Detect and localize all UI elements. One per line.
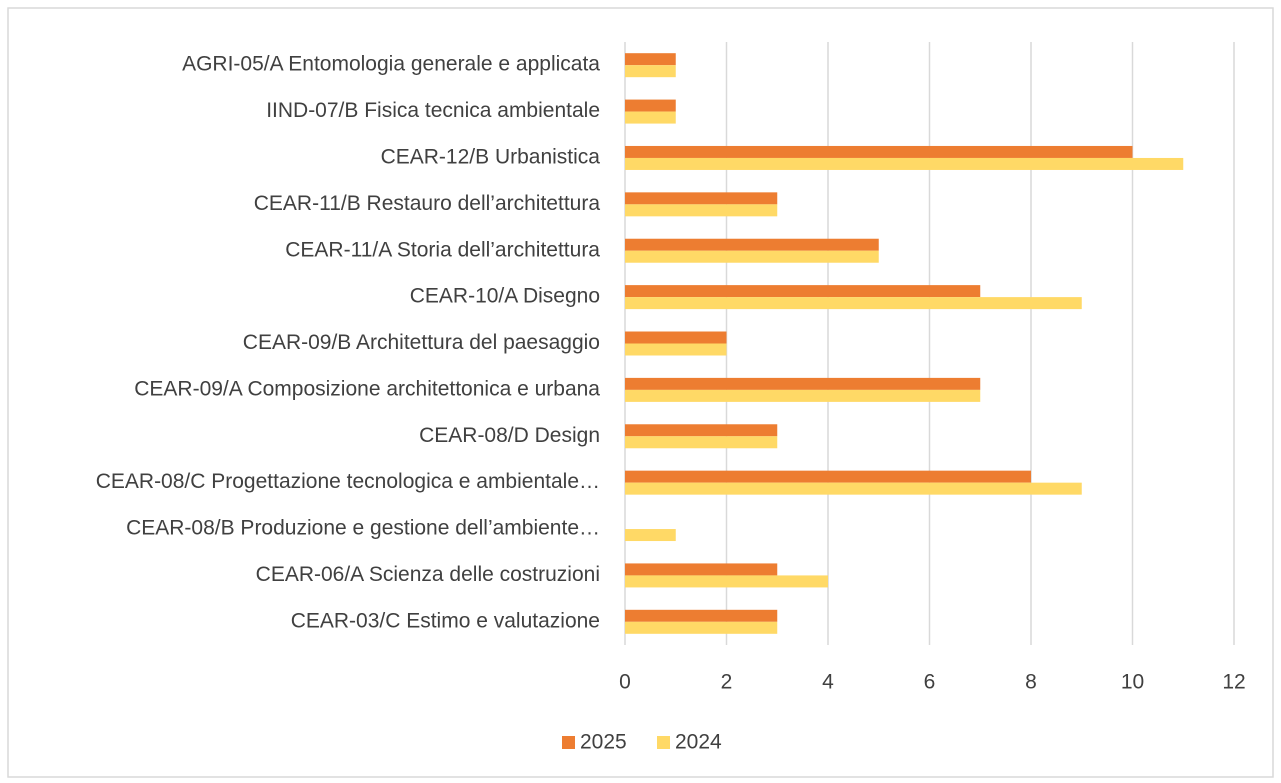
legend-label: 2024 bbox=[675, 731, 722, 754]
x-tick-label: 0 bbox=[619, 671, 631, 694]
y-tick-label: CEAR-06/A Scienza delle costruzioni bbox=[256, 563, 600, 586]
y-tick-label: IIND-07/B Fisica tecnica ambientale bbox=[266, 99, 600, 122]
bar bbox=[625, 331, 727, 344]
legend-swatch bbox=[657, 736, 670, 749]
bar bbox=[625, 436, 778, 449]
bar bbox=[625, 621, 778, 634]
bar bbox=[625, 250, 879, 263]
y-tick-label: CEAR-09/B Architettura del paesaggio bbox=[243, 331, 600, 354]
bar bbox=[625, 238, 879, 251]
bar bbox=[625, 424, 778, 437]
y-tick-label: AGRI-05/A Entomologia generale e applica… bbox=[182, 53, 600, 76]
legend-swatch bbox=[562, 736, 575, 749]
bar bbox=[625, 145, 1133, 158]
y-tick-label: CEAR-08/D Design bbox=[419, 424, 600, 447]
bar bbox=[625, 563, 778, 576]
y-tick-label: CEAR-12/B Urbanistica bbox=[381, 146, 601, 169]
bar bbox=[625, 53, 676, 66]
bar bbox=[625, 529, 676, 542]
x-tick-label: 10 bbox=[1121, 671, 1144, 694]
x-tick-label: 6 bbox=[924, 671, 936, 694]
y-tick-label: CEAR-11/B Restauro dell’architettura bbox=[254, 192, 601, 215]
bar bbox=[625, 609, 778, 622]
bar bbox=[625, 470, 1031, 483]
bar bbox=[625, 343, 727, 356]
bar bbox=[625, 204, 778, 217]
bar bbox=[625, 192, 778, 205]
x-tick-label: 12 bbox=[1222, 671, 1245, 694]
bar bbox=[625, 297, 1082, 310]
bar bbox=[625, 99, 676, 112]
bar bbox=[625, 575, 828, 588]
y-tick-label: CEAR-08/C Progettazione tecnologica e am… bbox=[96, 470, 600, 493]
bar bbox=[625, 157, 1184, 170]
bar bbox=[625, 389, 981, 402]
x-tick-label: 4 bbox=[822, 671, 834, 694]
x-tick-label: 8 bbox=[1025, 671, 1037, 694]
bar bbox=[625, 377, 981, 390]
y-tick-label: CEAR-08/B Produzione e gestione dell’amb… bbox=[126, 517, 600, 540]
legend-label: 2025 bbox=[580, 731, 627, 754]
x-tick-label: 2 bbox=[721, 671, 733, 694]
y-tick-label: CEAR-09/A Composizione architettonica e … bbox=[134, 377, 600, 400]
y-tick-label: CEAR-11/A Storia dell’architettura bbox=[285, 238, 600, 261]
y-tick-label: CEAR-03/C Estimo e valutazione bbox=[291, 609, 600, 632]
bar bbox=[625, 482, 1082, 495]
bar bbox=[625, 111, 676, 124]
y-tick-label: CEAR-10/A Disegno bbox=[410, 285, 600, 308]
bar bbox=[625, 285, 981, 298]
bar bbox=[625, 65, 676, 78]
